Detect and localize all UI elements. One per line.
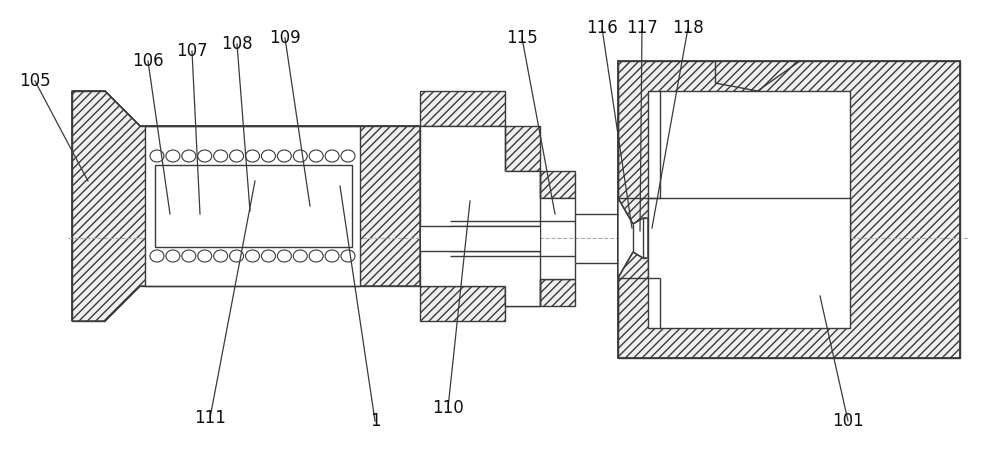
Ellipse shape [261,150,275,162]
Ellipse shape [293,150,307,162]
Ellipse shape [309,150,323,162]
Ellipse shape [230,250,244,262]
Polygon shape [618,198,648,278]
Ellipse shape [246,250,260,262]
Text: 1: 1 [370,412,380,430]
Ellipse shape [150,250,164,262]
Ellipse shape [246,150,260,162]
Ellipse shape [230,150,244,162]
Ellipse shape [214,150,228,162]
Polygon shape [72,91,420,321]
Ellipse shape [341,150,355,162]
Ellipse shape [261,250,275,262]
Ellipse shape [150,150,164,162]
Text: 111: 111 [194,409,226,427]
Text: 110: 110 [432,399,464,417]
Text: 106: 106 [132,52,164,70]
Bar [648,198,850,328]
Text: 105: 105 [19,72,51,90]
Ellipse shape [341,250,355,262]
Text: 107: 107 [176,42,208,60]
Bar [420,286,505,321]
Text: 116: 116 [586,19,618,37]
Bar [420,126,505,286]
Ellipse shape [182,150,196,162]
Bar [505,286,540,306]
Ellipse shape [166,150,180,162]
Bar [648,91,850,278]
Ellipse shape [198,250,212,262]
Bar [505,126,540,171]
Ellipse shape [293,250,307,262]
Ellipse shape [198,150,212,162]
Bar [505,171,540,306]
Text: 108: 108 [221,35,253,53]
Ellipse shape [182,250,196,262]
Ellipse shape [166,250,180,262]
Bar [155,165,352,247]
Text: 118: 118 [672,19,704,37]
Ellipse shape [277,150,291,162]
Polygon shape [72,91,420,321]
Ellipse shape [325,150,339,162]
Bar [540,279,575,306]
Bar [421,226,540,251]
Ellipse shape [277,250,291,262]
Text: 115: 115 [506,29,538,47]
Ellipse shape [325,250,339,262]
Bar [540,198,575,279]
Ellipse shape [309,250,323,262]
Bar [618,61,960,358]
Bar [145,126,360,286]
Text: 109: 109 [269,29,301,47]
Bar [420,91,505,126]
Ellipse shape [214,250,228,262]
Bar [618,61,960,358]
Text: 117: 117 [626,19,658,37]
Bar [540,171,575,198]
Text: 101: 101 [832,412,864,430]
